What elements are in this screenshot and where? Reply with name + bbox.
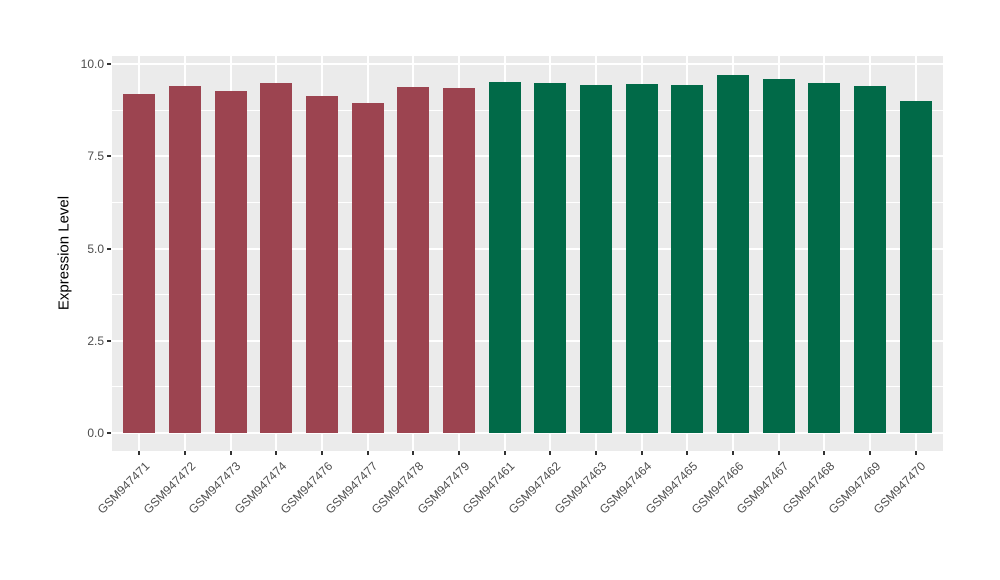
y-tick-mark [107, 155, 111, 158]
bar-GSM947478 [397, 86, 430, 433]
gridline-minor [112, 109, 943, 111]
x-tick-mark [640, 451, 643, 455]
x-tick-mark [595, 451, 597, 455]
y-tick-label: 10.0 [80, 57, 104, 71]
gridline-minor [112, 294, 943, 296]
bar-GSM947472 [169, 86, 202, 433]
gridline-major [112, 155, 943, 158]
y-tick-mark [107, 432, 111, 434]
x-tick-mark [366, 451, 369, 455]
bar-GSM947463 [580, 85, 612, 433]
x-tick-mark [823, 451, 826, 455]
gridline-minor [112, 386, 943, 388]
bar-GSM947462 [534, 83, 567, 433]
x-tick-mark [914, 451, 917, 455]
x-tick-mark [777, 451, 780, 455]
y-tick-label: 5.0 [87, 241, 104, 256]
x-tick-mark [275, 451, 278, 455]
x-tick-mark [229, 451, 232, 455]
y-tick-mark [107, 247, 111, 250]
x-tick-mark [731, 451, 734, 455]
gridline-major [112, 247, 943, 250]
bar-GSM947476 [306, 95, 339, 433]
bar-GSM947467 [762, 78, 795, 433]
gridline-minor [112, 201, 943, 203]
x-tick-mark [868, 451, 871, 455]
x-tick-mark [686, 451, 689, 455]
y-tick-label: 0.0 [87, 426, 104, 440]
y-tick-label: 2.5 [87, 333, 104, 348]
bar-GSM947465 [671, 84, 704, 433]
x-tick-mark [321, 451, 324, 455]
bar-GSM947474 [260, 83, 293, 433]
plot-panel [112, 56, 943, 451]
bar-GSM947477 [351, 102, 384, 433]
bar-GSM947468 [808, 83, 841, 433]
gridline-major [112, 432, 943, 434]
y-axis-title: Expression Level [55, 195, 73, 311]
y-tick-mark [107, 339, 111, 342]
x-tick-mark [412, 451, 415, 455]
bar-GSM947461 [488, 82, 521, 433]
x-tick-mark [138, 451, 141, 455]
gridline-major [112, 63, 943, 65]
y-tick-mark [107, 63, 111, 65]
bar-GSM947479 [443, 87, 476, 433]
y-tick-label: 7.5 [87, 149, 104, 164]
bar-GSM947466 [716, 74, 749, 433]
x-tick-mark [549, 451, 552, 455]
x-tick-mark [503, 451, 506, 455]
x-tick-mark [458, 451, 461, 455]
bar-GSM947473 [214, 90, 247, 433]
x-tick-mark [184, 451, 187, 455]
bar-GSM947470 [899, 101, 932, 433]
bar-GSM947469 [853, 85, 886, 433]
bar-GSM947464 [625, 83, 658, 433]
bar-GSM947471 [123, 93, 156, 433]
gridline-major [112, 339, 943, 342]
